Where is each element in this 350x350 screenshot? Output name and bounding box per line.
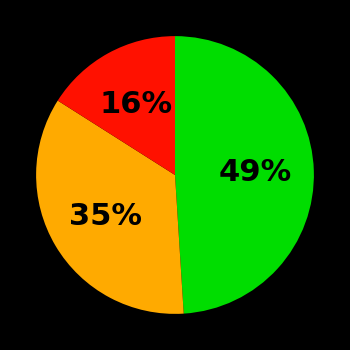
Wedge shape xyxy=(58,36,175,175)
Wedge shape xyxy=(36,100,184,314)
Text: 49%: 49% xyxy=(219,158,292,187)
Text: 35%: 35% xyxy=(69,202,142,231)
Wedge shape xyxy=(175,36,314,314)
Text: 16%: 16% xyxy=(100,90,173,119)
